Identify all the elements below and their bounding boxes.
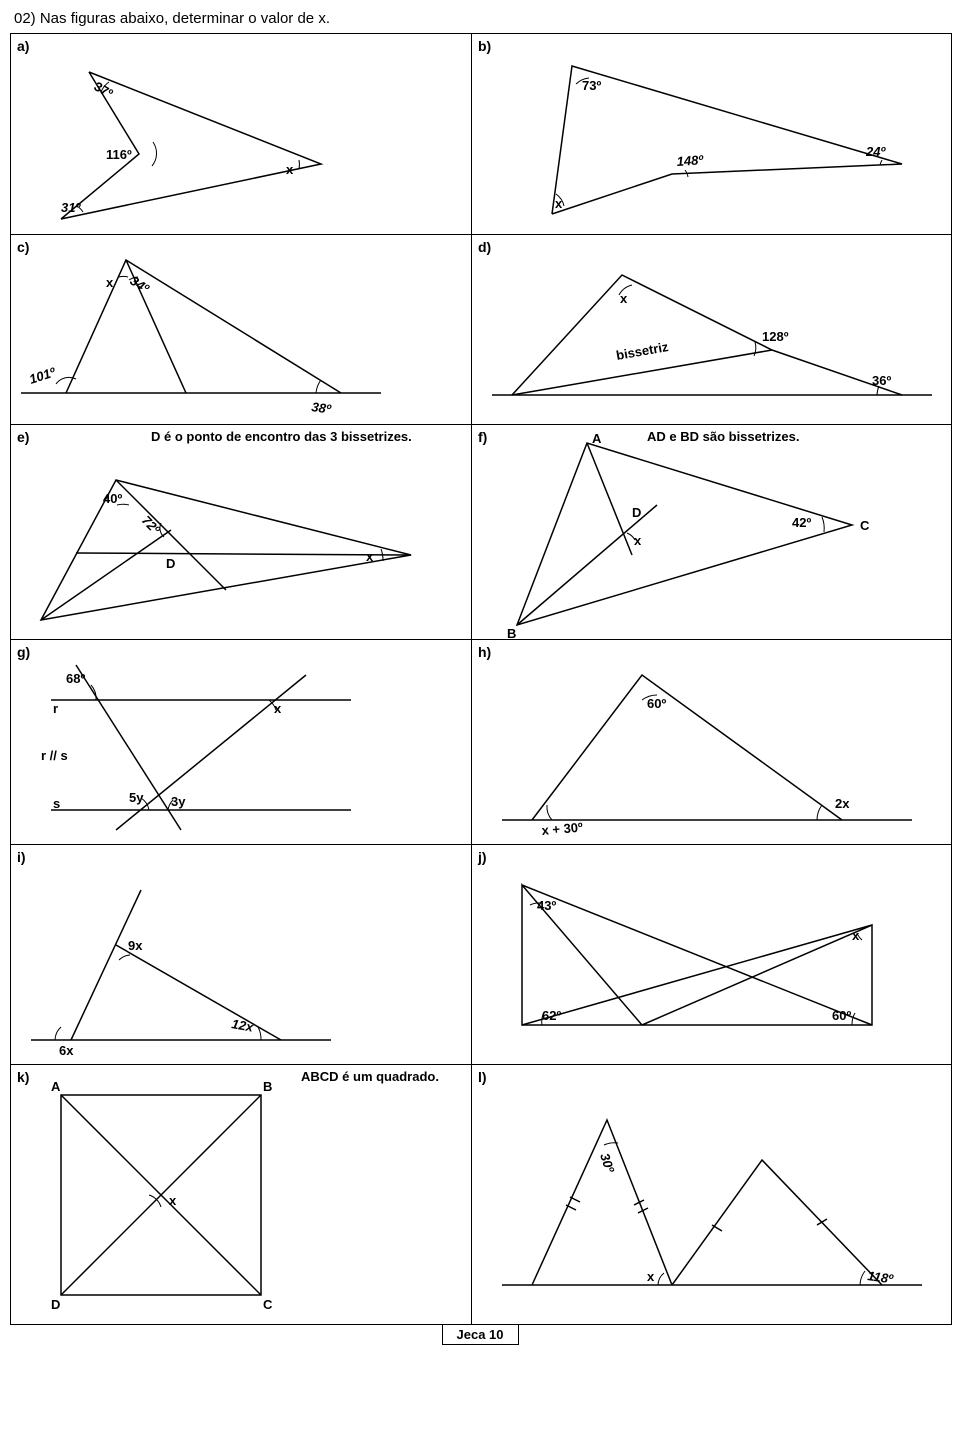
figure-b: 73º 148º 24º x <box>472 34 952 234</box>
j-60: 60º <box>832 1008 851 1023</box>
figure-a: 37º 116º 31º x <box>11 34 471 234</box>
cell-h: h) 60º 2x x + 30º <box>471 639 951 844</box>
d-bis: bissetriz <box>615 339 670 363</box>
cell-a-label: a) <box>17 38 29 54</box>
f-C: C <box>860 518 870 533</box>
b-73: 73º <box>582 78 601 93</box>
c-34: 34º <box>127 273 152 297</box>
f-D: D <box>632 505 641 520</box>
j-62: 62º <box>542 1008 561 1023</box>
e-D: D <box>166 556 175 571</box>
exercise-title: 02) Nas figuras abaixo, determinar o val… <box>10 10 950 27</box>
l-118: 118º <box>867 1268 896 1287</box>
g-x: x <box>274 701 282 716</box>
g-68: 68º <box>66 671 85 686</box>
d-36: 36º <box>872 373 891 388</box>
cell-e: e) D é o ponto de encontro das 3 bissetr… <box>11 424 471 639</box>
cell-b: b) 73º 148º 24º x <box>471 34 951 234</box>
cell-f-note: AD e BD são bissetrizes. <box>647 429 799 444</box>
l-30: 30º <box>597 1151 618 1175</box>
cell-l: l) 30º x 118º <box>471 1064 951 1324</box>
g-rs: r // s <box>41 748 68 763</box>
g-3y: 3y <box>171 794 186 809</box>
cell-k: k) ABCD é um quadrado. A B C D x <box>11 1064 471 1324</box>
f-A: A <box>592 431 602 446</box>
figure-f: A B C D x 42º <box>472 425 952 640</box>
d-128: 128º <box>762 329 789 344</box>
figure-i: 9x 12x 6x <box>11 845 471 1065</box>
page-footer: Jeca 10 <box>10 1324 950 1345</box>
cell-i-label: i) <box>17 849 26 865</box>
j-x: x <box>852 928 860 943</box>
figure-e: 40º 72º D x <box>11 425 471 640</box>
h-2x: 2x <box>835 796 850 811</box>
e-x: x <box>366 549 374 564</box>
figure-d: x bissetriz 128º 36º <box>472 235 952 425</box>
cell-e-note: D é o ponto de encontro das 3 bissetrize… <box>151 429 412 444</box>
figure-k: A B C D x <box>11 1065 471 1325</box>
b-148: 148º <box>676 152 705 169</box>
figure-g: 68º r x r // s s 5y 3y <box>11 640 471 845</box>
figure-c: x 34º 101º 38º <box>11 235 471 425</box>
cell-e-label: e) <box>17 429 29 445</box>
j-43: 43º <box>537 898 556 913</box>
cell-g: g) 68º r x r // s s 5y 3y <box>11 639 471 844</box>
cell-b-label: b) <box>478 38 491 54</box>
figure-h: 60º 2x x + 30º <box>472 640 952 845</box>
a-x: x <box>286 162 294 177</box>
b-24: 24º <box>865 144 886 159</box>
c-101: 101º <box>27 364 58 387</box>
figure-l: 30º x 118º <box>472 1065 952 1325</box>
i-9x: 9x <box>128 938 143 953</box>
cell-j: j) 43º 62º x 60º <box>471 844 951 1064</box>
k-D: D <box>51 1297 60 1312</box>
g-r: r <box>53 701 58 716</box>
d-x: x <box>620 291 628 306</box>
figure-j: 43º 62º x 60º <box>472 845 952 1065</box>
i-6x: 6x <box>59 1043 74 1058</box>
b-x: x <box>555 196 563 211</box>
h-60: 60º <box>647 696 666 711</box>
cell-k-note: ABCD é um quadrado. <box>301 1069 439 1084</box>
footer-text: Jeca 10 <box>442 1324 519 1345</box>
cell-f: f) AD e BD são bissetrizes. A B C D x 42… <box>471 424 951 639</box>
e-72: 72º <box>139 513 164 538</box>
cell-k-label: k) <box>17 1069 29 1085</box>
f-x: x <box>634 533 642 548</box>
cell-f-label: f) <box>478 429 487 445</box>
l-x: x <box>647 1269 655 1284</box>
a-116: 116º <box>106 147 132 162</box>
cell-h-label: h) <box>478 644 491 660</box>
f-42: 42º <box>792 515 811 530</box>
a-31: 31º <box>61 200 81 215</box>
cell-a: a) 37º 116º 31º x <box>11 34 471 234</box>
cell-d: d) x bissetriz 128º 36º <box>471 234 951 424</box>
f-B: B <box>507 626 516 640</box>
g-s: s <box>53 796 60 811</box>
e-40: 40º <box>103 491 122 506</box>
i-12x: 12x <box>230 1016 255 1035</box>
cell-l-label: l) <box>478 1069 487 1085</box>
cell-c: c) x 34º 101º 38º <box>11 234 471 424</box>
k-x: x <box>169 1193 177 1208</box>
cell-d-label: d) <box>478 239 491 255</box>
k-A: A <box>51 1079 61 1094</box>
h-x30: x + 30º <box>541 819 584 838</box>
g-5y: 5y <box>129 790 144 805</box>
exercise-grid: a) 37º 116º 31º x b) 73º <box>10 33 952 1325</box>
cell-i: i) 9x 12x 6x <box>11 844 471 1064</box>
cell-j-label: j) <box>478 849 487 865</box>
k-C: C <box>263 1297 273 1312</box>
cell-g-label: g) <box>17 644 30 660</box>
c-38: 38º <box>311 399 333 417</box>
k-B: B <box>263 1079 272 1094</box>
c-x: x <box>106 275 114 290</box>
cell-c-label: c) <box>17 239 29 255</box>
